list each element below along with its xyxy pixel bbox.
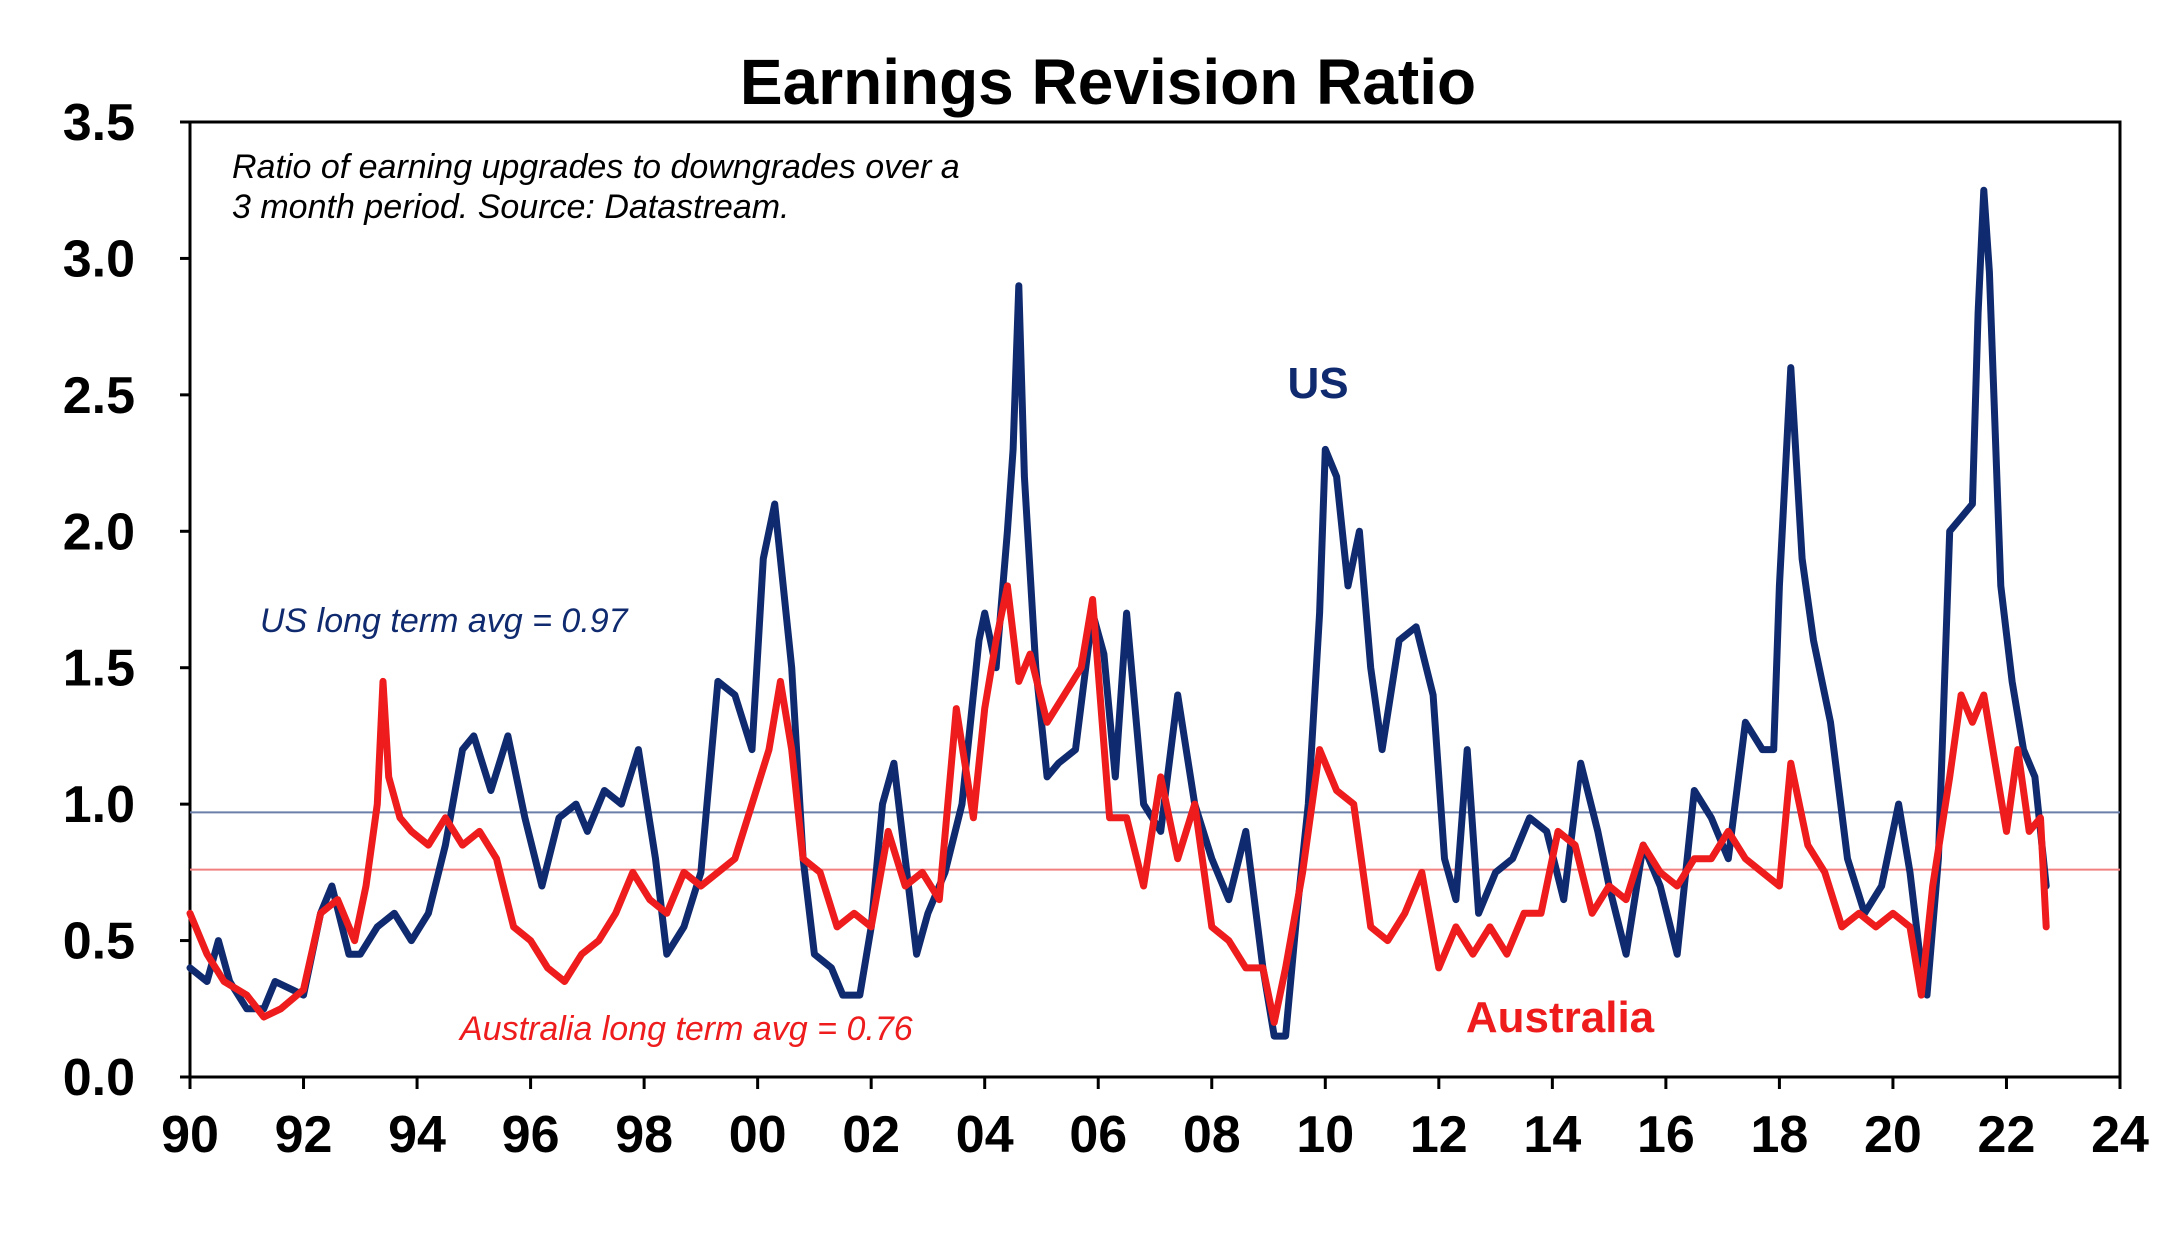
x-tick-label: 14 (1523, 1106, 1581, 1164)
x-tick-label: 20 (1864, 1106, 1922, 1164)
us-series-label: US (1287, 359, 1348, 408)
x-tick-label: 08 (1183, 1106, 1241, 1164)
series-lines (186, 186, 2050, 1040)
y-tick-label: 3.0 (63, 230, 135, 288)
y-tick-label: 2.5 (63, 367, 135, 425)
x-tick-label: 96 (502, 1106, 560, 1164)
x-tick-label: 92 (275, 1106, 333, 1164)
y-tick-label: 0.5 (63, 913, 135, 971)
x-tick-label: 22 (1978, 1106, 2036, 1164)
x-tick-label: 16 (1637, 1106, 1695, 1164)
x-axis-ticks: 90 92 94 96 98 00 02 04 06 08 10 12 14 16 18 20 22 24 (161, 1077, 2149, 1164)
x-tick-label: 98 (615, 1106, 673, 1164)
x-tick-label: 04 (956, 1106, 1014, 1164)
y-axis-ticks: 0.0 0.5 1.0 1.5 2.0 2.5 3.0 3.5 (63, 94, 190, 1107)
plot-area-frame (188, 120, 2122, 1079)
chart-title: Earnings Revision Ratio (740, 46, 1476, 118)
series-line-australia (186, 582, 2050, 1026)
y-tick-label: 2.0 (63, 503, 135, 561)
x-tick-label: 94 (388, 1106, 446, 1164)
x-tick-label: 24 (2091, 1106, 2149, 1164)
series-line-us (186, 186, 2050, 1040)
us-long-term-avg-label: US long term avg = 0.97 (260, 602, 629, 640)
y-tick-label: 1.0 (63, 776, 135, 834)
source-note-line1: Ratio of earning upgrades to downgrades … (232, 148, 960, 186)
source-note-line2: 3 month period. Source: Datastream. (232, 188, 790, 226)
australia-long-term-avg-label: Australia long term avg = 0.76 (458, 1010, 913, 1048)
x-tick-label: 10 (1296, 1106, 1354, 1164)
x-tick-label: 00 (729, 1106, 787, 1164)
y-tick-label: 3.5 (63, 94, 135, 152)
x-tick-label: 12 (1410, 1106, 1468, 1164)
x-tick-label: 02 (842, 1106, 900, 1164)
australia-series-label: Australia (1466, 993, 1655, 1042)
x-tick-label: 90 (161, 1106, 219, 1164)
y-tick-label: 1.5 (63, 640, 135, 698)
y-tick-label: 0.0 (63, 1049, 135, 1107)
x-tick-label: 06 (1069, 1106, 1127, 1164)
x-tick-label: 18 (1750, 1106, 1808, 1164)
